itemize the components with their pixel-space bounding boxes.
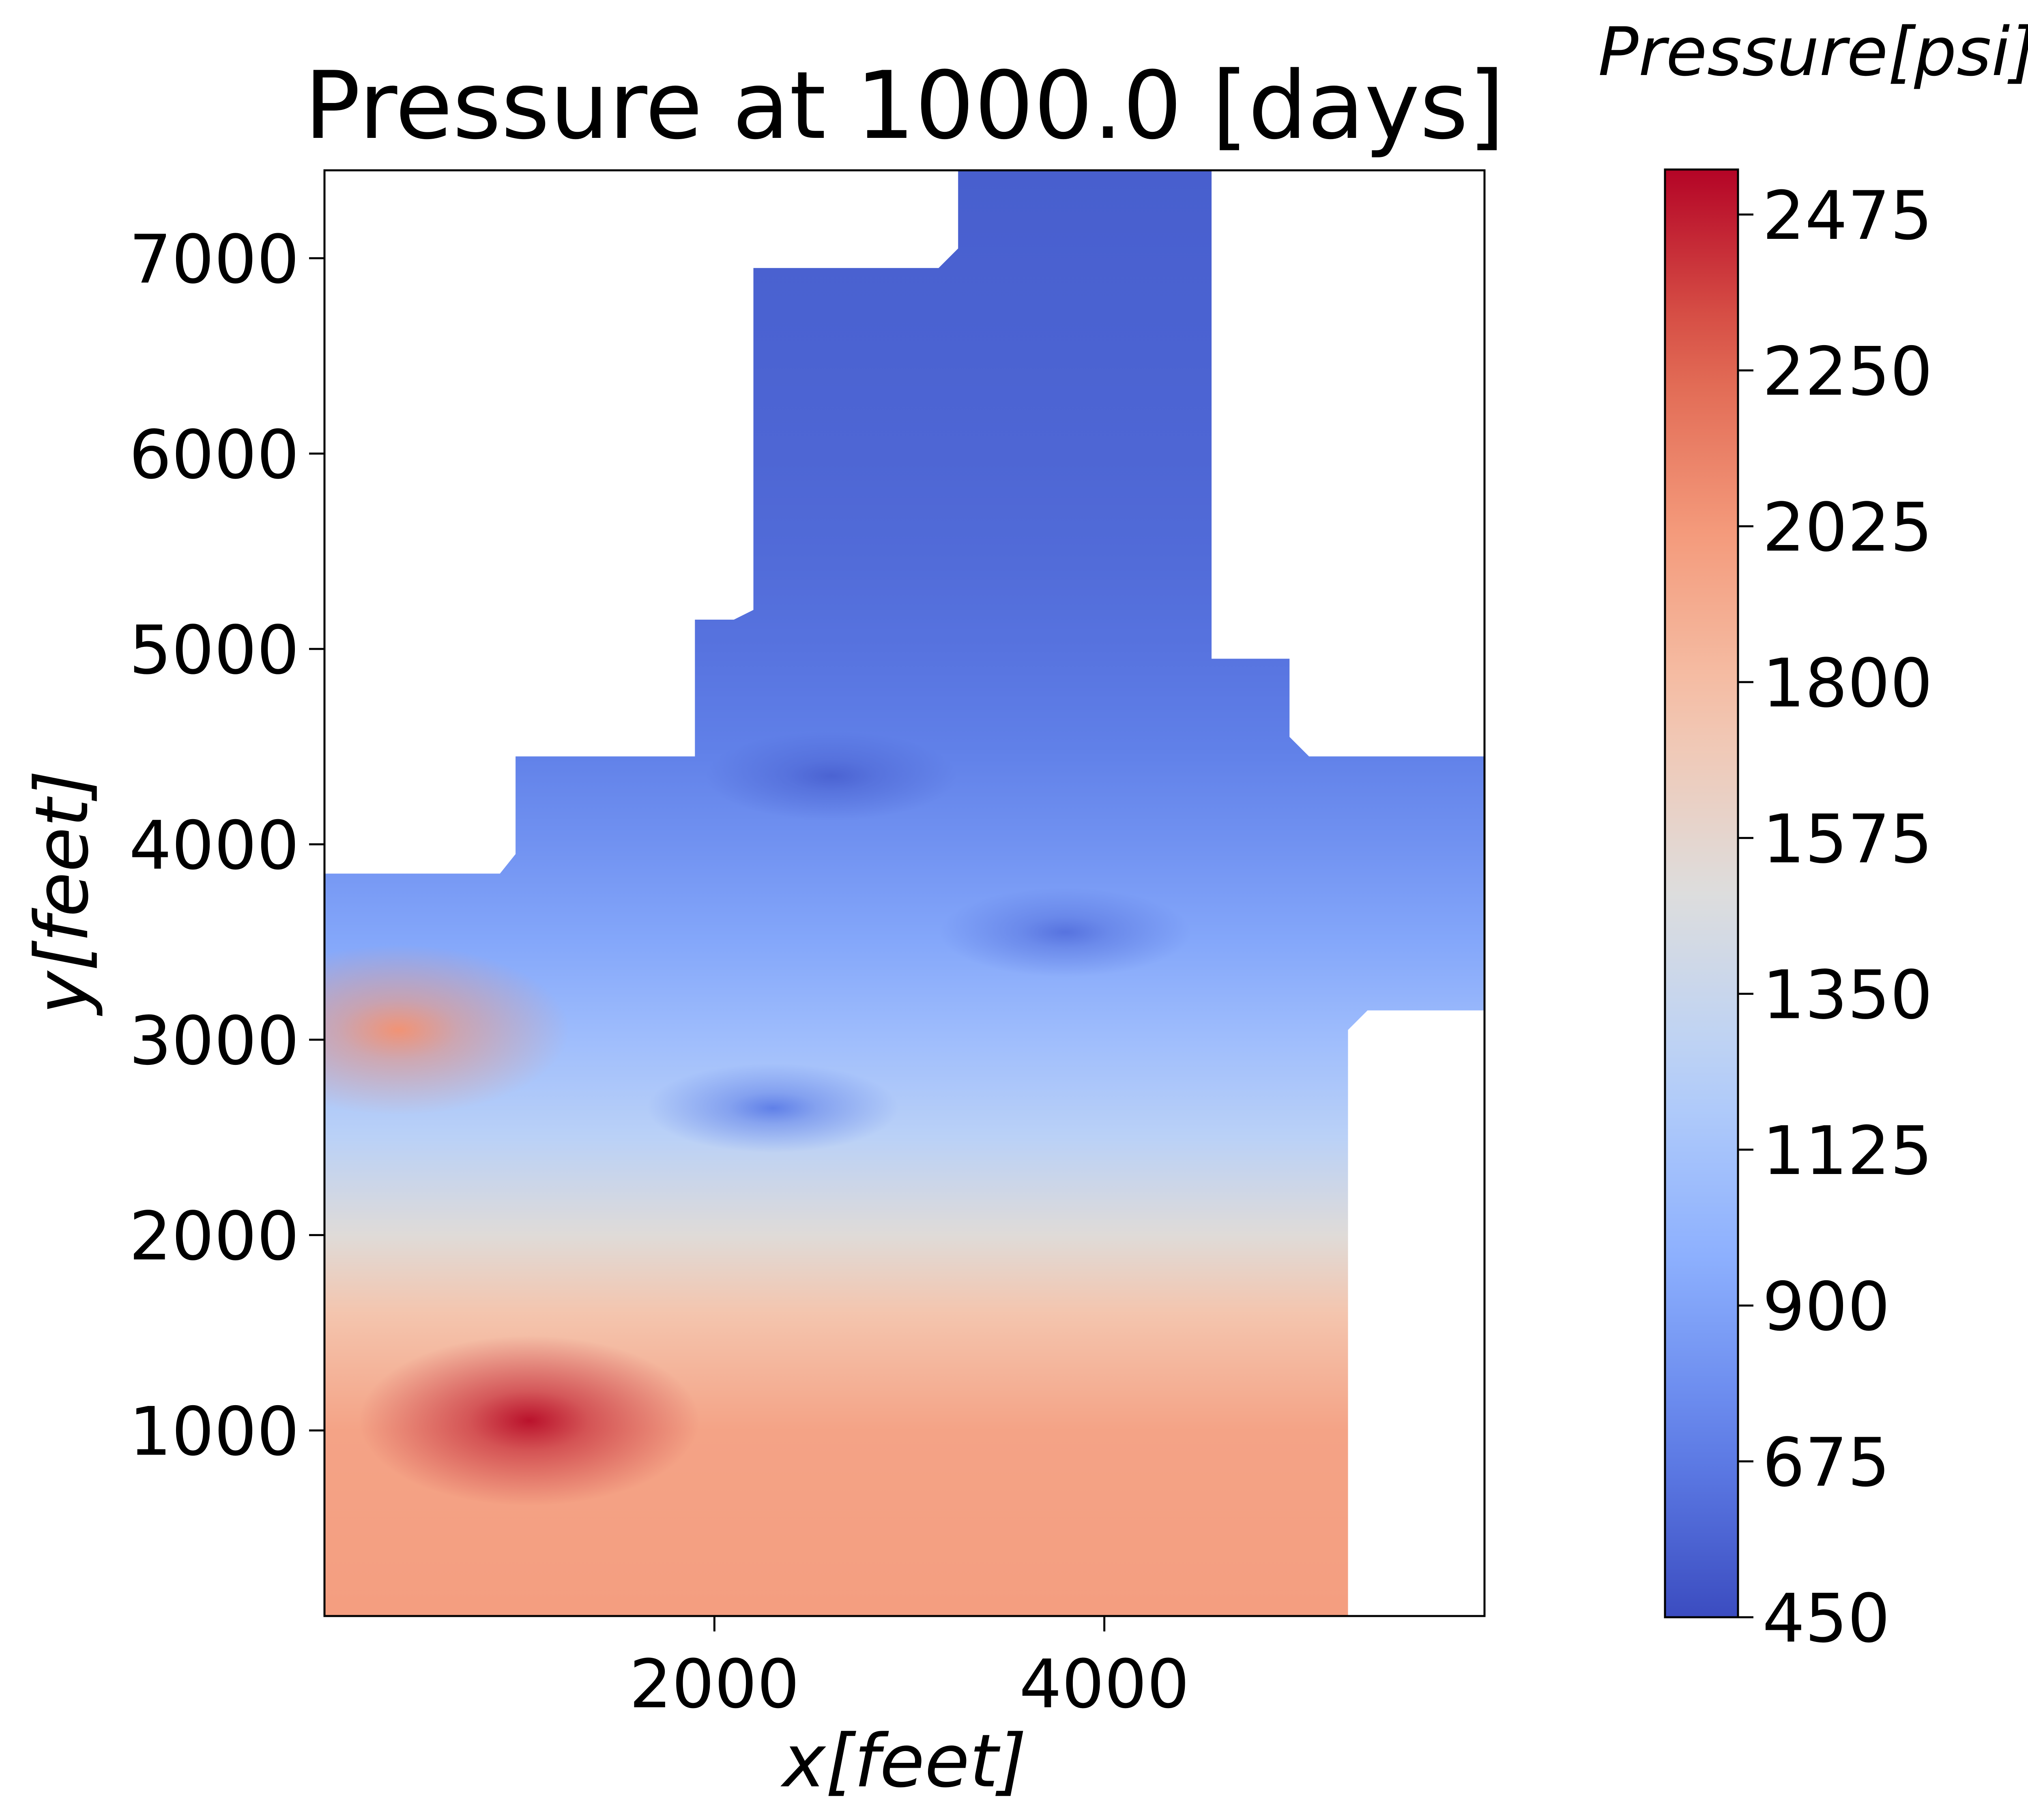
colorbar-tick-label: 900	[1762, 1268, 1890, 1346]
y-tick-label: 5000	[129, 611, 299, 689]
x-tick-label: 2000	[629, 1645, 799, 1723]
colorbar-tick-label: 675	[1762, 1424, 1890, 1502]
y-tick-label: 7000	[129, 221, 299, 298]
x-axis-ticks: 2000 4000	[629, 1616, 1190, 1723]
y-tick-label: 6000	[129, 416, 299, 494]
well-injector	[324, 944, 569, 1115]
x-axis-label: x[feet]	[780, 1719, 1027, 1804]
colorbar-gradient	[1665, 170, 1738, 1617]
colorbar-tick-label: 1125	[1762, 1112, 1933, 1190]
plot-area: 2000 4000 1000 2000 3000 4000 5000 6000 7000	[129, 169, 1486, 1723]
plot-frame	[323, 169, 1486, 1617]
well-producer	[705, 731, 957, 821]
colorbar: 450 675 900 1125 1350 1575 1800 2025 2250 2475 Pr…	[1598, 13, 2028, 1657]
colorbar-tick-label: 2250	[1762, 333, 1933, 410]
colorbar-tick-label: 1575	[1762, 800, 1933, 878]
well-injector	[359, 1335, 700, 1506]
y-tick-label: 4000	[129, 807, 299, 884]
colorbar-tick-label: 1350	[1762, 956, 1933, 1034]
well-producer	[939, 887, 1191, 977]
colorbar-tick-label: 1800	[1762, 644, 1933, 722]
y-tick-label: 1000	[129, 1393, 299, 1470]
chart-title: Pressure at 1000.0 [days]	[304, 52, 1505, 160]
colorbar-tick-label: 450	[1762, 1580, 1890, 1657]
x-tick-label: 4000	[1019, 1645, 1190, 1723]
colorbar-ticks: 450 675 900 1125 1350 1575 1800 2025 2250 2475	[1738, 177, 1933, 1657]
colorbar-label: Pressure[psi]	[1598, 13, 2028, 91]
colorbar-frame	[1664, 168, 1739, 1618]
well-producer	[647, 1063, 899, 1153]
y-tick-label: 2000	[129, 1198, 299, 1275]
y-tick-label: 3000	[129, 1002, 299, 1080]
colorbar-tick-label: 2025	[1762, 489, 1933, 567]
colorbar-tick-label: 2475	[1762, 177, 1933, 255]
y-axis-label: y[feet]	[20, 770, 105, 1016]
y-axis-ticks: 1000 2000 3000 4000 5000 6000 7000	[129, 221, 324, 1470]
